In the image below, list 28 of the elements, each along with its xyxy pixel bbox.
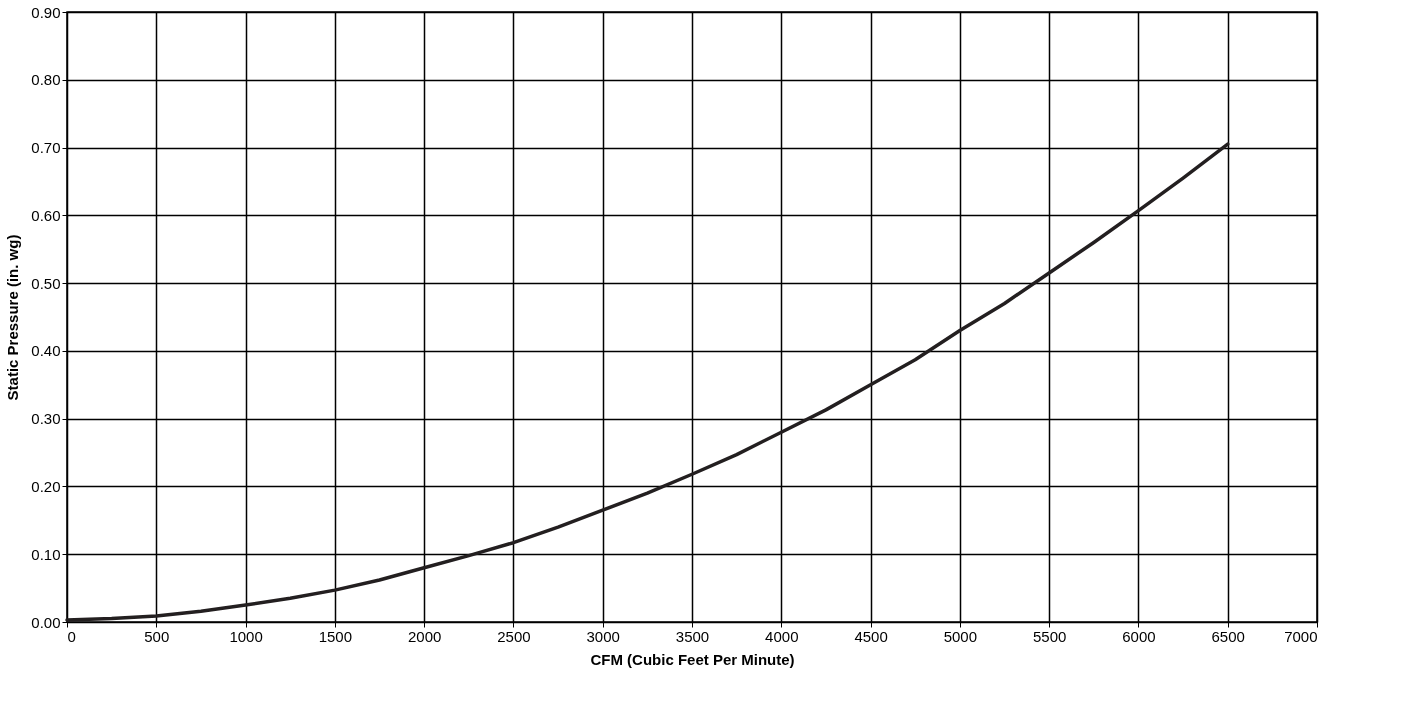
x-tick-label: 5000: [943, 627, 978, 645]
y-tick-label: 0.00: [31, 613, 61, 631]
x-tick-label: 2500: [497, 627, 531, 645]
y-tick-label: 0.70: [31, 139, 61, 157]
x-tick-label: 4000: [765, 627, 799, 645]
x-tick-label: 1500: [318, 627, 353, 645]
x-tick-label: 6000: [1122, 627, 1156, 645]
x-tick-label: 6500: [1211, 627, 1245, 645]
y-tick-label: 0.30: [31, 410, 61, 428]
x-tick-label: 500: [144, 627, 170, 645]
y-tick-label: 0.10: [31, 545, 61, 563]
x-axis-title: CFM (Cubic Feet Per Minute): [590, 650, 795, 668]
x-tick-label: 5500: [1032, 627, 1067, 645]
x-tick-label: 1000: [229, 627, 263, 645]
x-tick-label: 3000: [586, 627, 620, 645]
y-tick-label: 0.60: [31, 206, 61, 224]
y-tick-label: 0.90: [31, 3, 61, 21]
x-tick-label: 7000: [1284, 627, 1318, 645]
x-tick-label: 2000: [407, 627, 442, 645]
y-tick-label: 0.50: [31, 274, 61, 292]
line-series: [65, 142, 1230, 622]
y-tick-label: 0.40: [31, 342, 61, 360]
x-tick-label: 0: [67, 627, 76, 645]
y-tick-label: 0.80: [31, 71, 61, 89]
x-tick-label: 4500: [854, 627, 888, 645]
y-tick-label: 0.20: [31, 477, 61, 495]
x-tick-label: 3500: [675, 627, 710, 645]
y-axis-title: Static Pressure (in. wg): [4, 234, 22, 401]
